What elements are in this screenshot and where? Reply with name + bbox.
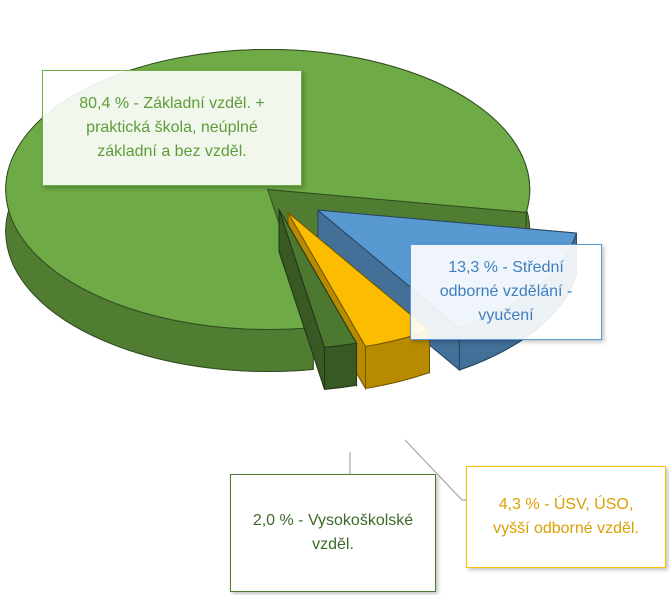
slice [278,209,358,348]
slice-wall [324,342,358,390]
data-label: 13,3 % - Střední odborné vzdělání - vyuč… [410,244,602,340]
data-label: 2,0 % - Vysokoškolské vzděl. [230,474,436,592]
data-label: 80,4 % - Základní vzděl. + praktická ško… [42,70,302,186]
data-label: 4,3 % - ÚSV, ÚSO, vyšší odborné vzděl. [466,466,666,568]
slices [5,48,578,391]
